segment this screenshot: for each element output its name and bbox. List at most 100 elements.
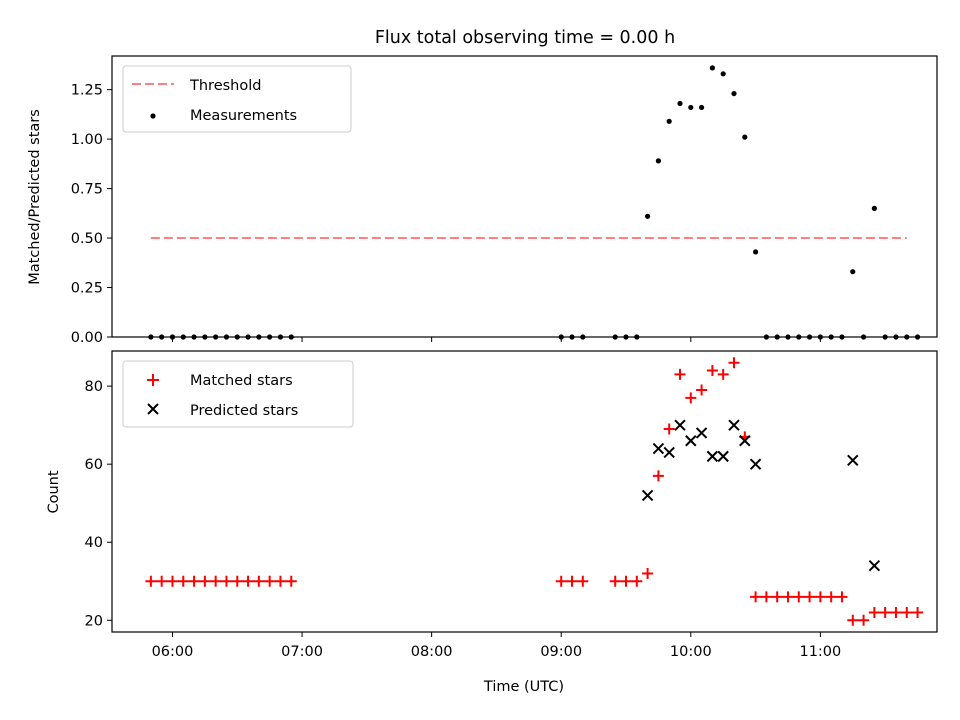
matched-star-point [706,365,718,377]
measurement-point [645,213,651,219]
measurement-point [904,334,910,340]
top-y-tick-label: 0.75 [71,182,103,198]
x-tick-label: 06:00 [152,644,194,660]
predicted-star-point [663,446,675,459]
legend-matched-swatch [147,374,159,386]
matched-star-point [717,368,729,380]
top-panel: 0.00 0.25 0.50 0.75 1.00 1.25 Matched/Predict… [27,55,938,346]
measurement-point [796,334,802,340]
measurement-point [720,71,726,77]
measurement-point [666,118,672,124]
legend-measurements-swatch [150,113,156,119]
matched-star-point [663,423,675,435]
matched-star-point [620,575,632,587]
matched-star-point [685,392,697,404]
matched-star-point [793,591,805,603]
predicted-star-point [685,435,697,447]
matched-star-point [188,575,200,587]
predicted-star-point [641,489,654,502]
measurement-point [245,334,251,340]
measurement-point [234,334,240,340]
measurement-point [288,334,294,340]
measurement-point [191,334,197,340]
predicted-star-point [739,435,751,447]
top-y-axis-label: Matched/Predicted stars [27,109,43,285]
bottom-y-axis: 20 40 60 80 [85,379,112,629]
matched-star-point [199,575,211,587]
predicted-stars-series [641,419,881,572]
matched-star-point [253,575,265,587]
matched-stars-series [145,357,924,626]
matched-star-point [912,606,924,618]
matched-star-point [760,591,772,603]
matched-star-point [804,591,816,603]
matched-star-point [177,575,189,587]
x-tick-label: 10:00 [670,644,712,660]
measurement-point [763,334,769,340]
matched-star-point [901,606,913,618]
measurement-point [655,158,662,164]
measurement-point [785,334,791,340]
matched-star-point [825,591,837,603]
measurement-point [914,334,921,340]
legend-measurements-label: Measurements [190,108,297,124]
matched-star-point [750,591,762,603]
measurement-point [850,269,856,275]
predicted-star-point [868,559,881,572]
legend-threshold-label: Threshold [189,78,261,94]
measurement-point [871,205,877,211]
bottom-legend: Matched stars Predicted stars [122,360,354,428]
predicted-star-point [706,450,719,463]
measurement-point [148,334,154,340]
top-y-tick-label: 0.00 [71,330,103,346]
predicted-star-point [674,419,686,431]
top-y-tick-label: 1.25 [71,83,103,99]
measurement-point [569,334,575,340]
legend-predicted-swatch [147,403,159,415]
measurement-point [709,65,715,71]
matched-star-point [674,368,686,380]
matched-star-point [285,575,297,587]
matched-star-point [264,575,276,587]
measurement-point [839,334,845,340]
matched-star-point [652,470,664,482]
measurement-point [256,334,262,340]
measurement-point [882,334,888,340]
measurements-series [148,65,921,340]
legend-predicted-label: Predicted stars [190,403,298,419]
matched-star-point [210,575,222,587]
predicted-star-point [749,458,762,470]
measurement-point [731,90,737,97]
top-y-tick-label: 1.00 [71,132,103,148]
matched-star-point [631,575,643,587]
measurement-point [623,334,629,340]
x-tick-label: 08:00 [411,644,453,660]
matched-star-point [609,575,621,587]
chart-title: Flux total observing time = 0.00 h [375,28,675,48]
bottom-legend-box [122,360,354,428]
matched-star-point [156,575,168,587]
measurement-point [774,334,780,340]
predicted-star-point [728,419,740,431]
measurement-point [159,334,165,340]
measurement-point [677,100,683,107]
matched-star-point [274,575,286,587]
measurement-point [267,334,273,340]
predicted-star-point [695,427,708,439]
matched-star-point [555,575,567,587]
measurement-point [558,334,564,340]
matched-star-point [879,606,891,618]
matched-star-point [220,575,232,587]
matched-star-point [577,575,589,587]
bottom-x-axis: 06:00 07:00 08:00 09:00 10:00 11:00 [152,632,841,660]
predicted-star-point [717,450,729,463]
measurement-point [806,334,813,340]
measurement-point [688,104,694,111]
measurement-point [223,334,230,340]
legend-matched-label: Matched stars [190,373,293,389]
top-x-axis [171,337,821,342]
bottom-y-axis-label: Count [46,470,62,513]
matched-star-point [890,606,902,618]
measurement-point [698,104,705,111]
